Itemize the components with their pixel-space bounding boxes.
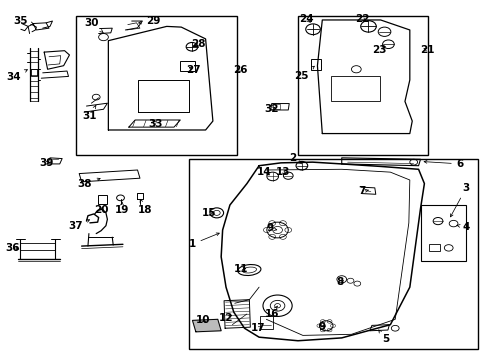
Text: 7: 7 <box>358 186 368 197</box>
Text: 13: 13 <box>276 167 290 177</box>
Text: 25: 25 <box>294 66 314 81</box>
Text: 22: 22 <box>354 14 368 23</box>
Bar <box>310 59 321 70</box>
Text: 3: 3 <box>449 183 469 217</box>
Text: 5: 5 <box>378 330 388 344</box>
Text: 24: 24 <box>298 14 313 23</box>
Bar <box>428 244 439 251</box>
Text: 9: 9 <box>265 223 276 233</box>
Text: 6: 6 <box>423 159 463 169</box>
Text: 17: 17 <box>250 323 265 333</box>
Bar <box>180 61 195 71</box>
Text: 9: 9 <box>318 322 325 332</box>
Polygon shape <box>192 319 221 332</box>
Text: 18: 18 <box>137 199 152 215</box>
Text: 20: 20 <box>94 205 108 215</box>
Text: 30: 30 <box>84 18 103 32</box>
Text: 12: 12 <box>219 312 233 323</box>
Text: 11: 11 <box>233 264 247 274</box>
Text: 29: 29 <box>139 16 160 26</box>
Text: 2: 2 <box>289 153 301 164</box>
Bar <box>30 69 37 76</box>
Bar <box>76 17 237 155</box>
Text: 38: 38 <box>78 178 100 189</box>
Text: 8: 8 <box>336 277 343 287</box>
Text: 23: 23 <box>371 45 386 55</box>
Bar <box>98 195 107 204</box>
Bar <box>297 17 427 155</box>
Text: 21: 21 <box>419 45 434 55</box>
Bar <box>260 316 272 329</box>
Circle shape <box>213 210 220 215</box>
Text: 19: 19 <box>115 202 129 215</box>
Text: 36: 36 <box>6 243 20 253</box>
Text: 34: 34 <box>6 70 27 82</box>
Text: 10: 10 <box>196 315 210 325</box>
Text: 4: 4 <box>456 222 469 232</box>
Text: 26: 26 <box>232 65 247 75</box>
Text: 32: 32 <box>264 104 278 113</box>
Text: 33: 33 <box>148 118 163 129</box>
Text: 16: 16 <box>264 306 279 319</box>
Bar <box>188 158 477 348</box>
Text: 35: 35 <box>14 16 34 26</box>
Text: 15: 15 <box>202 208 216 218</box>
Text: 28: 28 <box>191 39 205 49</box>
Text: 31: 31 <box>82 105 97 121</box>
Bar <box>330 76 379 102</box>
Text: 39: 39 <box>39 158 53 168</box>
Text: 37: 37 <box>68 220 89 231</box>
Text: 27: 27 <box>186 65 201 75</box>
Text: 14: 14 <box>256 167 271 177</box>
Text: 1: 1 <box>188 233 219 249</box>
Bar <box>420 205 465 261</box>
